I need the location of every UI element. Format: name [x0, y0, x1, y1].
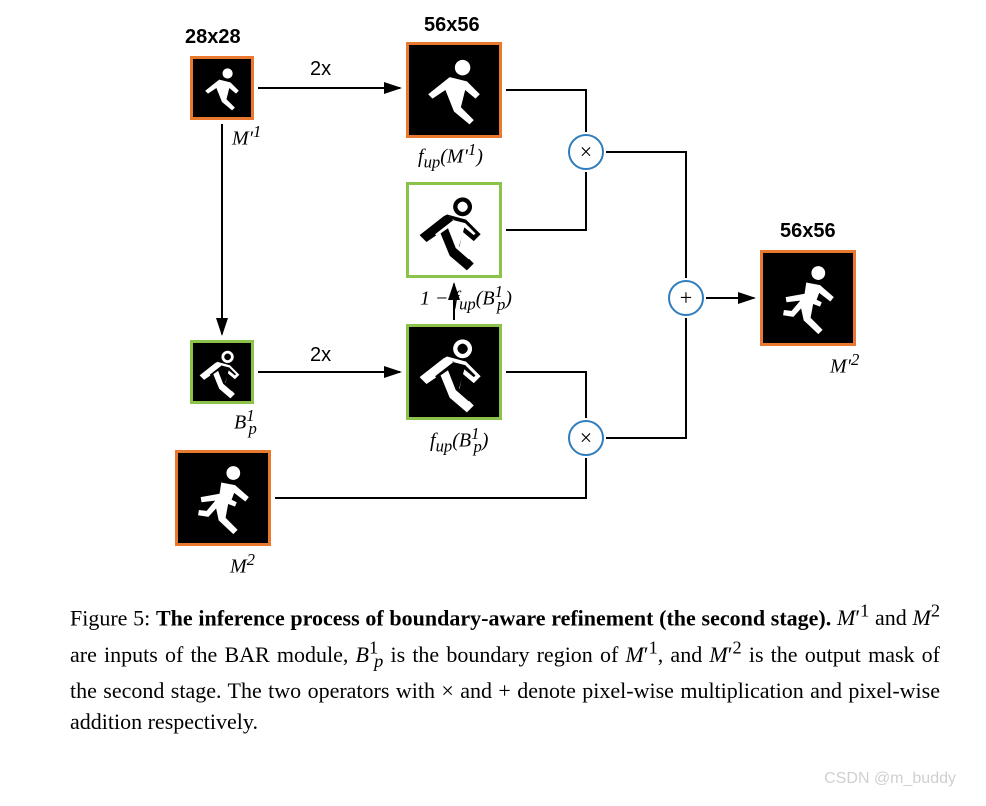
- caption-fig-label: Figure 5:: [70, 605, 156, 630]
- diagram: 28x28 56x56 56x56 M′1 fup(M′1) 1 − fup(B…: [20, 20, 966, 580]
- arrows: [20, 20, 966, 580]
- figure-caption: Figure 5: The inference process of bound…: [70, 598, 940, 738]
- caption-title: The inference process of boundary-aware …: [156, 605, 831, 630]
- watermark: CSDN @m_buddy: [824, 770, 956, 788]
